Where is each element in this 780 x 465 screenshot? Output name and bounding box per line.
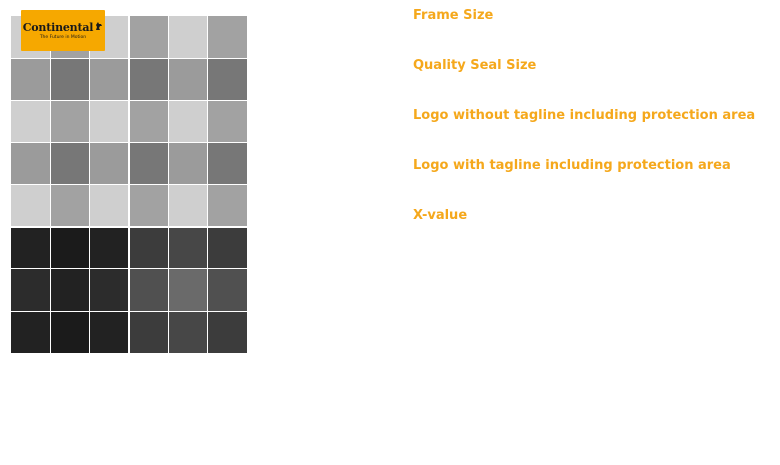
light-grid-tile <box>169 185 207 226</box>
legend-quality-seal-size: Quality Seal Size <box>413 58 537 73</box>
light-grid-tile <box>11 59 50 100</box>
horse-icon <box>94 21 103 34</box>
light-grid-tile <box>169 59 207 100</box>
dark-grid-tile <box>208 312 247 353</box>
dark-grid-tile <box>90 269 128 311</box>
logo-tagline: The Future in Motion <box>39 35 87 40</box>
light-grid-tile <box>169 16 207 58</box>
light-grid-tile <box>90 59 128 100</box>
dark-grid-tile <box>208 269 247 311</box>
light-grid-tile <box>169 101 207 142</box>
light-grid-tile <box>51 101 89 142</box>
light-grid-tile <box>130 16 168 58</box>
dark-grid-tile <box>130 228 168 268</box>
light-grid-tile <box>90 143 128 184</box>
logo-wordmark: Continental <box>23 21 104 34</box>
dark-grid-tile <box>51 269 89 311</box>
logo-wordmark-text: Continental <box>22 20 94 34</box>
light-grid-tile <box>51 59 89 100</box>
light-grid-tile <box>11 101 50 142</box>
light-grid-tile <box>208 185 247 226</box>
light-grid-tile <box>208 101 247 142</box>
light-grid-tile <box>130 101 168 142</box>
light-grid-tile <box>11 143 50 184</box>
light-grid-tile <box>130 59 168 100</box>
dark-grid-tile <box>90 312 128 353</box>
dark-grid-tile <box>169 228 207 268</box>
legend-logo-with-tagline: Logo with tagline including protection a… <box>413 158 731 173</box>
dark-grid-tile <box>51 312 89 353</box>
light-grid-tile <box>11 185 50 226</box>
size-grid <box>0 0 260 360</box>
light-grid-tile <box>208 59 247 100</box>
light-grid-tile <box>51 185 89 226</box>
light-grid-tile <box>208 143 247 184</box>
light-grid-tile <box>130 185 168 226</box>
legend-frame-size: Frame Size <box>413 8 494 23</box>
dark-grid-tile <box>169 269 207 311</box>
dark-grid-tile <box>90 228 128 268</box>
dark-grid-tile <box>169 312 207 353</box>
dark-grid-tile <box>208 228 247 268</box>
light-grid-tile <box>90 101 128 142</box>
legend-x-value: X-value <box>413 208 468 223</box>
dark-grid-tile <box>130 269 168 311</box>
light-grid-tile <box>130 143 168 184</box>
legend-logo-without-tagline: Logo without tagline including protectio… <box>413 108 756 123</box>
dark-grid-tile <box>130 312 168 353</box>
light-grid-tile <box>169 143 207 184</box>
light-grid-tile <box>208 16 247 58</box>
light-grid-tile <box>90 185 128 226</box>
dark-grid-tile <box>11 312 50 353</box>
light-grid-tile <box>51 143 89 184</box>
dark-grid-tile <box>11 269 50 311</box>
continental-logo: Continental The Future in Motion <box>21 10 105 51</box>
dark-grid-tile <box>51 228 89 268</box>
dark-grid-tile <box>11 228 50 268</box>
